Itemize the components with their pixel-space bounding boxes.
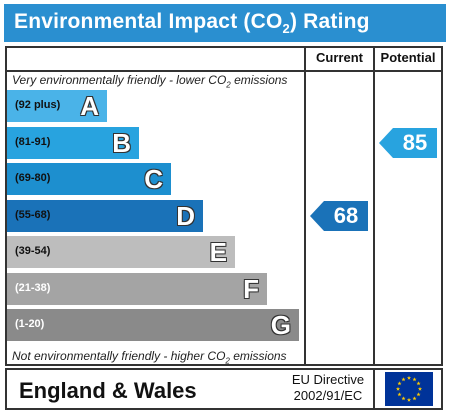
band-range-a: (92 plus) — [15, 99, 61, 111]
potential-rating-value: 85 — [393, 127, 437, 158]
eu-flag-icon — [385, 372, 433, 406]
eu-star-icon — [417, 386, 423, 391]
eu-directive: EU Directive 2002/91/EC — [283, 372, 373, 404]
band-range-f: (21-38) — [15, 281, 51, 294]
header-row-divider — [5, 70, 443, 72]
current-rating-value: 68 — [324, 200, 368, 231]
footer-divider — [373, 368, 375, 410]
column-divider-potential — [373, 46, 375, 366]
bottom-caption: Not environmentally friendly - higher CO… — [12, 349, 287, 366]
band-f: (21-38) F — [7, 272, 267, 305]
eu-star-icon — [401, 377, 406, 382]
band-b: (81-91) B — [7, 126, 139, 159]
footer: England & Wales — [5, 368, 443, 410]
eu-star-icon — [401, 396, 406, 401]
directive-line-1: EU Directive — [291, 372, 365, 387]
band-letter-d: D — [176, 200, 195, 231]
band-letter-c: C — [144, 164, 163, 194]
band-range-e: (39-54) — [15, 245, 51, 257]
eu-star-icon — [406, 397, 412, 402]
band-c: (69-80) C — [7, 163, 171, 195]
eu-star-icon — [412, 396, 417, 401]
current-rating-arrow: 68 — [310, 200, 368, 231]
rating-header: Environmental Impact (CO2) Rating — [4, 4, 446, 42]
eu-star-icon — [416, 392, 421, 397]
band-d: (55-68) D — [7, 199, 203, 232]
band-e: (39-54) E — [7, 236, 235, 268]
eu-star-icon — [397, 392, 402, 397]
region-label: England & Wales — [19, 378, 197, 403]
band-letter-b: B — [112, 127, 131, 158]
potential-rating-arrow: 85 — [379, 127, 437, 158]
band-range-g: (1-20) — [15, 318, 45, 330]
current-column-header: Current — [316, 50, 363, 65]
potential-column-header: Potential — [380, 50, 436, 65]
band-g: (1-20) G — [7, 309, 299, 341]
eu-star-icon — [406, 375, 412, 380]
eu-star-icon — [416, 381, 421, 386]
band-letter-g: G — [270, 310, 291, 340]
band-range-b: (81-91) — [15, 135, 51, 148]
band-range-c: (69-80) — [15, 172, 51, 184]
band-letter-f: F — [243, 273, 259, 304]
band-a: (92 plus) A — [7, 90, 107, 122]
eu-star-icon — [412, 377, 417, 382]
directive-line-2: 2002/91/EC — [293, 388, 363, 403]
eu-star-icon — [395, 386, 401, 391]
chart-frame — [5, 46, 443, 366]
top-caption: Very environmentally friendly - lower CO… — [12, 73, 288, 90]
band-range-d: (55-68) — [15, 208, 51, 221]
current-arrow-tip — [310, 200, 324, 231]
band-letter-a: A — [80, 91, 99, 121]
potential-arrow-tip — [379, 127, 393, 158]
eu-star-icon — [397, 381, 402, 386]
header-title: Environmental Impact (CO2) Rating — [14, 10, 370, 37]
column-divider-current — [304, 46, 306, 366]
band-letter-e: E — [209, 237, 227, 267]
